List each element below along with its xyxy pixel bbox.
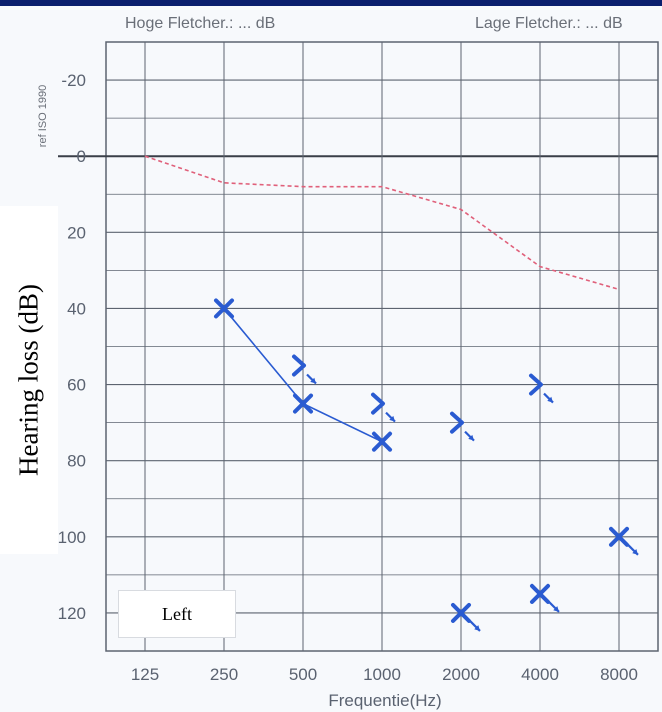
bone-bracket — [371, 392, 385, 415]
bone-bracket — [292, 354, 306, 377]
audiogram-frame: Hoge Fletcher.: ... dB Lage Fletcher.: .… — [0, 6, 662, 712]
y-tick-label: -20 — [61, 71, 86, 90]
y-tick-label: 120 — [58, 604, 86, 623]
arrow-head — [310, 377, 316, 384]
bone-conduction-marker — [450, 411, 475, 442]
lage-fletcher-label: Lage Fletcher.: ... dB — [475, 15, 623, 32]
y-tick-label: 60 — [67, 376, 86, 395]
x-stroke — [609, 526, 629, 547]
y-axis-label-box — [0, 206, 58, 554]
air-conduction-marker — [293, 393, 313, 414]
x-axis-ticks: 125 250 500 1000 2000 4000 8000 — [131, 665, 638, 684]
iso-reference-label: ref ISO 1990 — [37, 85, 49, 147]
x-tick-label: 500 — [289, 665, 317, 684]
no-response-marker — [530, 583, 560, 613]
air-conduction-marker — [372, 431, 392, 452]
no-response-marker — [609, 526, 639, 556]
bone-conduction-marker — [292, 354, 317, 385]
bone-conduction-marker — [529, 373, 554, 404]
y-tick-label: 100 — [58, 528, 86, 547]
arrow-head — [553, 606, 559, 612]
arrow-head — [468, 434, 474, 441]
data-marks — [144, 155, 639, 632]
y-axis-label: Hearing loss (dB) — [13, 284, 44, 476]
y-tick-label: 80 — [67, 452, 86, 471]
y-tick-label: 20 — [67, 223, 86, 242]
y-tick-label: 40 — [67, 299, 86, 318]
audiogram-chart: Hoge Fletcher.: ... dB Lage Fletcher.: .… — [37, 15, 659, 710]
arrow-head — [632, 549, 638, 555]
arrow-head — [474, 625, 480, 631]
grid-lines — [58, 41, 659, 652]
x-stroke — [214, 298, 234, 319]
air-conduction-marker — [214, 298, 234, 319]
y-axis-ticks: -20 0 20 40 60 80 100 120 — [58, 71, 86, 623]
hoge-fletcher-label: Hoge Fletcher.: ... dB — [125, 15, 275, 32]
x-stroke — [293, 393, 313, 414]
bone-bracket — [450, 411, 464, 434]
x-tick-label: 4000 — [521, 665, 559, 684]
x-stroke — [451, 602, 471, 623]
arrow-head — [547, 396, 553, 403]
arrow-head — [389, 415, 395, 422]
x-tick-label: 2000 — [442, 665, 480, 684]
x-stroke — [372, 431, 392, 452]
ear-side-label: Left — [118, 590, 236, 638]
x-tick-label: 250 — [210, 665, 238, 684]
y-tick-label: 0 — [77, 147, 86, 166]
x-stroke — [530, 583, 550, 604]
x-axis-label: Frequentie(Hz) — [328, 691, 441, 710]
x-tick-label: 8000 — [600, 665, 638, 684]
bone-conduction-marker — [371, 392, 396, 423]
no-response-marker — [451, 602, 481, 632]
bone-bracket — [529, 373, 543, 396]
x-tick-label: 1000 — [363, 665, 401, 684]
x-tick-label: 125 — [131, 665, 159, 684]
threshold-line — [144, 155, 620, 291]
